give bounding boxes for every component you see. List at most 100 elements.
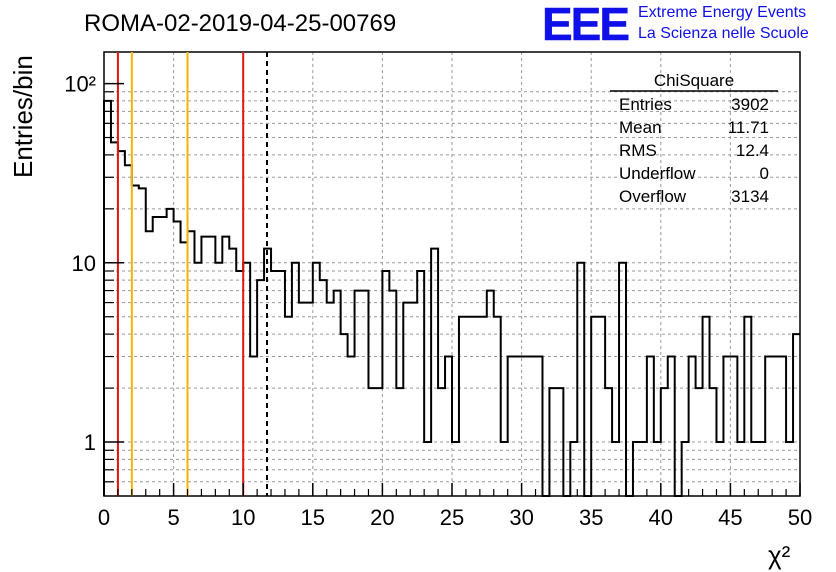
histogram-bin <box>194 263 201 496</box>
histogram-bin <box>438 388 445 496</box>
x-tick-label: 5 <box>167 505 179 530</box>
stats-rms-value: 12.4 <box>736 141 769 160</box>
histogram-bin <box>320 280 327 496</box>
histogram-bin <box>431 249 438 496</box>
histogram-bin <box>723 357 730 496</box>
histogram-bin <box>348 357 355 496</box>
histogram-bin <box>703 317 710 496</box>
x-tick-label: 30 <box>509 505 533 530</box>
x-tick-label: 20 <box>370 505 394 530</box>
x-tick-label: 50 <box>788 505 812 530</box>
x-axis-label: χ² <box>768 540 791 570</box>
histogram-bin <box>243 263 250 496</box>
histogram-bin <box>160 217 167 496</box>
histogram-bin <box>334 291 341 496</box>
x-tick-label: 25 <box>440 505 464 530</box>
histogram-bin <box>466 317 473 496</box>
histogram-bin <box>362 291 369 496</box>
histogram-bin <box>744 317 751 496</box>
histogram-bin <box>647 357 654 496</box>
histogram-bin <box>417 271 424 496</box>
histogram-bin <box>612 442 619 496</box>
histogram-bin <box>508 357 515 496</box>
histogram-bin <box>389 291 396 496</box>
histogram-bin <box>730 357 737 496</box>
histogram-bin <box>633 442 640 496</box>
histogram-bin <box>355 291 362 496</box>
histogram-bin <box>188 231 195 496</box>
histogram-bin <box>396 388 403 496</box>
histogram-bin <box>598 317 605 496</box>
y-tick-label: 1 <box>84 430 96 455</box>
histogram-bin <box>786 442 793 496</box>
histogram-bin <box>751 442 758 496</box>
histogram-bin <box>341 334 348 496</box>
histogram-bin <box>452 442 459 496</box>
grid-lines <box>104 52 800 496</box>
histogram-bin <box>403 303 410 496</box>
histogram-bin <box>118 151 125 496</box>
histogram-bin <box>779 357 786 496</box>
x-tick-label: 10 <box>231 505 255 530</box>
histogram-bin <box>222 237 229 496</box>
histogram-bin <box>278 271 285 496</box>
histogram-bin <box>654 442 661 496</box>
histogram-bin <box>104 101 111 496</box>
histogram-bin <box>570 442 577 496</box>
histogram-bin <box>313 263 320 496</box>
histogram-bin <box>299 303 306 496</box>
histogram-bin <box>174 221 181 496</box>
histogram-bin <box>153 217 160 496</box>
stats-mean-value: 11.71 <box>728 118 769 137</box>
histogram-bin <box>668 357 675 496</box>
histogram-bin <box>132 185 139 496</box>
stats-box: ChiSquare Entries 3902 Mean 11.71 RMS 12… <box>610 71 778 206</box>
histogram-bin <box>459 317 466 496</box>
histogram-bin <box>549 388 556 496</box>
histogram-bin <box>375 388 382 496</box>
logo-line-1: Extreme Energy Events <box>638 4 806 21</box>
histogram-bin <box>765 357 772 496</box>
histogram-bin <box>591 317 598 496</box>
histogram-outline <box>103 99 800 497</box>
histogram-bin <box>501 442 508 496</box>
histogram-bin <box>682 442 689 496</box>
histogram-bin <box>480 317 487 496</box>
stats-box-name: ChiSquare <box>654 71 734 90</box>
histogram-bin <box>661 388 668 496</box>
stats-entries-value: 3902 <box>731 95 769 114</box>
eee-logo: EEE Extreme Energy Events La Scienza nel… <box>542 0 809 50</box>
histogram-bin <box>710 388 717 496</box>
histogram-bin <box>529 357 536 496</box>
histogram-bin <box>181 242 188 496</box>
histogram-bin <box>556 388 563 496</box>
histogram-bin <box>487 291 494 496</box>
histogram-bin <box>445 357 452 496</box>
histogram-bin <box>772 357 779 496</box>
y-tick-label: 10 <box>72 251 96 276</box>
histogram-bin <box>236 271 243 496</box>
x-tick-label: 0 <box>98 505 110 530</box>
histogram-bin <box>125 165 132 496</box>
x-tick-label: 15 <box>301 505 325 530</box>
histogram-bin <box>327 303 334 496</box>
histogram-bin <box>737 442 744 496</box>
histogram-bin <box>536 357 543 496</box>
histogram-bin <box>285 317 292 496</box>
histogram-bin <box>793 334 800 496</box>
histogram-bin <box>250 357 257 496</box>
x-tick-label: 40 <box>649 505 673 530</box>
histogram-bin <box>473 317 480 496</box>
stats-overflow-label: Overflow <box>619 187 687 206</box>
histogram-bin <box>271 271 278 496</box>
histogram-bin <box>146 231 153 496</box>
histogram-bin <box>716 442 723 496</box>
histogram-bin <box>696 388 703 496</box>
x-tick-label: 45 <box>718 505 742 530</box>
histogram-bin <box>410 303 417 496</box>
x-tick-label: 35 <box>579 505 603 530</box>
logo-mark: EEE <box>542 0 628 50</box>
stats-underflow-label: Underflow <box>619 164 696 183</box>
